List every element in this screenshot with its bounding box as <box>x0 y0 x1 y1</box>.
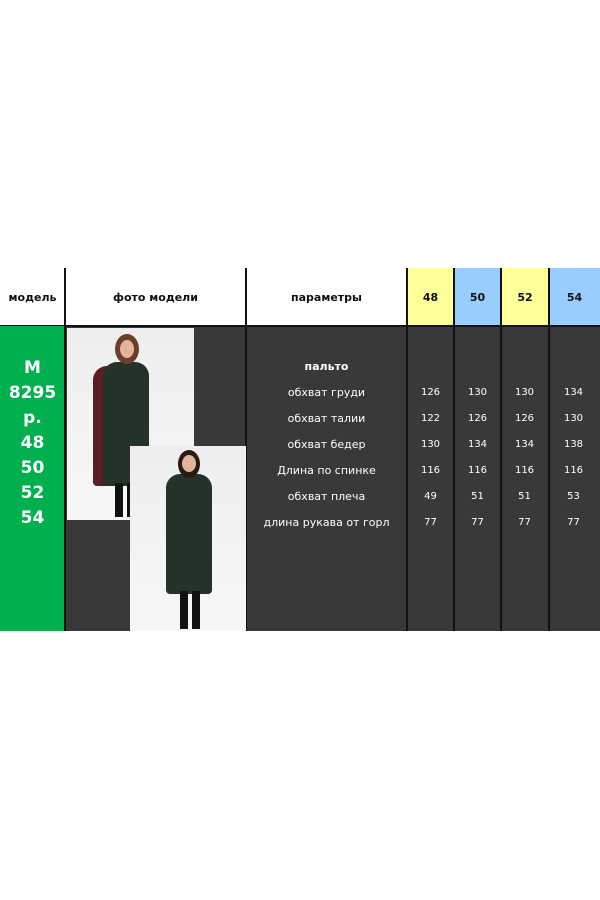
param-label: длина рукава от горл <box>263 516 390 529</box>
param-label: обхват груди <box>287 386 366 399</box>
header-size-48: 48 <box>407 268 454 326</box>
header-size-52: 52 <box>501 268 549 326</box>
param-value: 138 <box>563 439 584 450</box>
param-value: 134 <box>467 439 488 450</box>
param-value: 51 <box>518 491 531 502</box>
model-text: М <box>24 358 41 378</box>
param-value: 122 <box>420 413 441 424</box>
divider <box>548 268 550 631</box>
param-value: 77 <box>424 517 437 528</box>
model-photo-2 <box>130 446 246 631</box>
param-value: 130 <box>467 387 488 398</box>
model-text: 54 <box>20 508 45 528</box>
param-label: обхват талии <box>287 412 366 425</box>
param-value: 77 <box>567 517 580 528</box>
header-model: модель <box>8 290 57 304</box>
param-value: 130 <box>563 413 584 424</box>
header-size-54: 54 <box>549 268 600 326</box>
model-text: 50 <box>20 458 45 478</box>
param-value: 51 <box>471 491 484 502</box>
product-label: пальто <box>304 360 349 373</box>
param-value: 49 <box>424 491 437 502</box>
param-value: 116 <box>420 465 441 476</box>
header-params: параметры <box>291 290 362 304</box>
model-text: р. <box>23 408 42 428</box>
divider <box>245 268 247 631</box>
param-value: 116 <box>563 465 584 476</box>
header-photo: фото модели <box>113 290 198 304</box>
divider <box>406 268 408 631</box>
header-size-50: 50 <box>454 268 501 326</box>
divider <box>500 268 502 631</box>
divider <box>0 325 600 327</box>
model-cell: М 8295 р. 48 50 52 54 <box>0 326 65 631</box>
divider <box>453 268 455 631</box>
param-value: 130 <box>514 387 535 398</box>
model-text: 8295 <box>8 383 57 403</box>
param-value: 126 <box>514 413 535 424</box>
param-value: 77 <box>518 517 531 528</box>
model-text: 48 <box>20 433 45 453</box>
param-value: 126 <box>467 413 488 424</box>
divider <box>64 268 66 631</box>
param-label: обхват бедер <box>287 438 366 451</box>
param-value: 134 <box>563 387 584 398</box>
param-value: 116 <box>514 465 535 476</box>
param-value: 126 <box>420 387 441 398</box>
param-value: 53 <box>567 491 580 502</box>
param-value: 130 <box>420 439 441 450</box>
param-value: 116 <box>467 465 488 476</box>
param-label: Длина по спинке <box>277 464 376 477</box>
model-text: 52 <box>20 483 45 503</box>
param-value: 77 <box>471 517 484 528</box>
param-label: обхват плеча <box>287 490 366 503</box>
param-value: 134 <box>514 439 535 450</box>
